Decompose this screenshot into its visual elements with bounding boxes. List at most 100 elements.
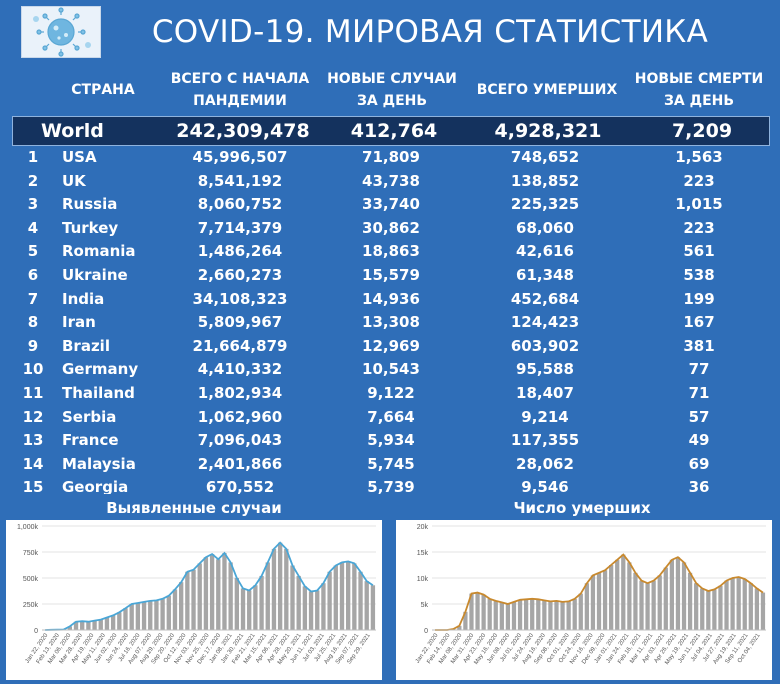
total-cases-cell: 2,660,273 xyxy=(197,266,283,284)
total-cases-cell: 1,062,960 xyxy=(197,407,283,426)
y-tick-label: 15k xyxy=(417,550,429,557)
bar xyxy=(469,593,474,630)
table-row: 9 Brazil 21,664,879 12,969 603,902 381 xyxy=(10,335,772,359)
stats-table: СТРАНА ВСЕГО С НАЧАЛА ПАНДЕМИИ НОВЫЕ СЛУ… xyxy=(10,62,772,496)
total-deaths-cell: 117,355 xyxy=(510,431,580,450)
rank-cell: 3 xyxy=(27,195,39,214)
column-header-new-cases: НОВЫЕ СЛУЧАИ ЗА ДЕНЬ xyxy=(327,71,457,109)
cases-chart: 0 250k 500k 750k 1,000k Jan 22, 2020 Feb 13, 2… xyxy=(6,520,382,680)
bar xyxy=(296,575,301,630)
bar xyxy=(475,592,480,630)
world-label: World xyxy=(41,120,104,142)
header: COVID-19. МИРОВАЯ СТАТИСТИКА xyxy=(0,0,780,62)
total-deaths-cell: 68,060 xyxy=(516,218,574,237)
bar xyxy=(639,580,644,630)
table-row: 7 India 34,108,323 14,936 452,684 199 xyxy=(10,288,772,312)
country-cell: Serbia xyxy=(62,407,117,426)
rank-cell: 13 xyxy=(22,431,44,450)
table-row: 14 Malaysia 2,401,866 5,745 28,062 69 xyxy=(10,453,772,477)
new-cases-cell: 5,934 xyxy=(367,431,415,450)
total-deaths-cell: 124,423 xyxy=(510,313,580,332)
bar xyxy=(566,601,571,630)
new-cases-cell: 71,809 xyxy=(362,148,420,166)
bar xyxy=(700,588,705,630)
country-cell: UK xyxy=(62,171,86,190)
bar xyxy=(67,626,72,630)
total-cases-cell: 45,996,507 xyxy=(192,148,288,166)
new-deaths-cell: 561 xyxy=(683,242,715,261)
bar xyxy=(308,591,314,630)
bar xyxy=(517,599,523,630)
new-deaths-cell: 1,563 xyxy=(675,148,723,166)
bar xyxy=(302,586,308,630)
bar xyxy=(135,602,141,630)
bar xyxy=(129,604,134,630)
bar xyxy=(615,559,620,630)
table-row: 3 Russia 8,060,752 33,740 225,325 1,015 xyxy=(10,193,772,217)
country-cell: Thailand xyxy=(62,384,135,402)
new-deaths-cell: 223 xyxy=(683,171,715,190)
new-cases-cell: 10,543 xyxy=(362,360,420,379)
new-deaths-cell: 223 xyxy=(683,218,715,237)
total-cases-cell: 1,802,934 xyxy=(197,384,283,402)
total-cases-cell: 2,401,866 xyxy=(197,454,283,473)
bar xyxy=(621,554,626,630)
y-tick-label: 0 xyxy=(34,628,38,635)
bar xyxy=(228,562,233,630)
total-deaths-cell: 42,616 xyxy=(516,242,574,261)
table-row: 15 Georgia 670,552 5,739 9,546 36 xyxy=(10,476,772,500)
new-deaths-cell: 71 xyxy=(688,384,710,402)
table-row: 8 Iran 5,809,967 13,308 124,423 167 xyxy=(10,311,772,335)
bar xyxy=(290,565,295,630)
country-cell: India xyxy=(62,289,105,308)
new-cases-cell: 7,664 xyxy=(367,407,415,426)
column-header-new-deaths: НОВЫЕ СМЕРТИ ЗА ДЕНЬ xyxy=(634,71,764,109)
new-cases-cell: 30,862 xyxy=(362,218,420,237)
country-cell: Romania xyxy=(62,242,136,261)
y-tick-label: 0 xyxy=(424,628,428,635)
table-row: 12 Serbia 1,062,960 7,664 9,214 57 xyxy=(10,406,772,430)
y-tick-label: 750k xyxy=(23,550,39,557)
bar xyxy=(321,583,326,630)
bar xyxy=(234,578,239,630)
new-deaths-cell: 167 xyxy=(683,313,715,332)
new-deaths-cell: 57 xyxy=(688,407,710,426)
new-cases-cell: 12,969 xyxy=(362,336,420,355)
bar xyxy=(481,594,486,630)
bar xyxy=(209,554,215,630)
y-tick-label: 10k xyxy=(417,576,429,583)
new-cases-cell: 18,863 xyxy=(362,242,420,261)
rank-cell: 10 xyxy=(22,360,44,379)
charts-section: Выявленные случаи Число умерших 0 250k 500… xyxy=(0,494,780,684)
table-row: 1 USA 45,996,507 71,809 748,652 1,563 xyxy=(10,146,772,170)
bar xyxy=(724,580,729,630)
bar xyxy=(596,572,602,630)
bar xyxy=(154,600,159,630)
new-deaths-cell: 49 xyxy=(688,431,710,450)
rank-cell: 11 xyxy=(22,384,44,402)
bar xyxy=(172,589,178,630)
new-cases-cell: 15,579 xyxy=(362,266,420,284)
table-row: 5 Romania 1,486,264 18,863 42,616 561 xyxy=(10,240,772,264)
world-total-cases: 242,309,478 xyxy=(176,120,310,142)
bar xyxy=(718,585,723,630)
bar xyxy=(166,595,171,630)
bar xyxy=(572,598,577,630)
table-row: 13 France 7,096,043 5,934 117,355 49 xyxy=(10,429,772,453)
bar xyxy=(609,565,614,630)
total-cases-cell: 1,486,264 xyxy=(197,242,283,261)
new-cases-cell: 13,308 xyxy=(362,313,420,332)
table-row: 11 Thailand 1,802,934 9,122 18,407 71 xyxy=(10,382,772,406)
rank-cell: 9 xyxy=(27,336,39,355)
new-cases-cell: 5,745 xyxy=(367,454,415,473)
bar xyxy=(487,598,492,630)
new-deaths-cell: 1,015 xyxy=(675,195,723,214)
total-cases-cell: 7,714,379 xyxy=(197,218,283,237)
bar xyxy=(694,583,699,630)
country-cell: Malaysia xyxy=(62,454,136,473)
country-cell: USA xyxy=(62,148,97,166)
total-deaths-cell: 28,062 xyxy=(516,454,574,473)
country-cell: Germany xyxy=(62,360,139,379)
table-row: 2 UK 8,541,192 43,738 138,852 223 xyxy=(10,170,772,194)
